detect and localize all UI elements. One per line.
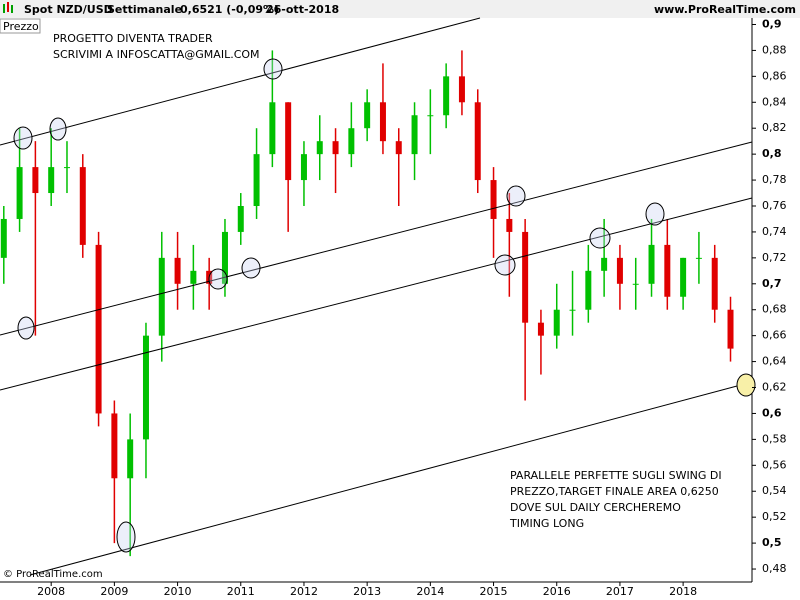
x-tick-label: 2017 bbox=[606, 585, 634, 598]
bar-body bbox=[727, 309, 734, 349]
bar-body bbox=[364, 102, 371, 129]
date: 26-ott-2018 bbox=[266, 3, 339, 16]
bar-body bbox=[474, 102, 481, 181]
annotation: SCRIVIMI A INFOSCATTA@GMAIL.COM bbox=[53, 48, 260, 61]
bar-body bbox=[174, 257, 181, 284]
bar-body bbox=[648, 244, 655, 284]
x-tick-label: 2016 bbox=[543, 585, 571, 598]
bar-body bbox=[427, 115, 434, 117]
price-bars bbox=[0, 50, 734, 557]
bar-body bbox=[95, 244, 102, 414]
period: Settimanale bbox=[107, 3, 182, 16]
y-tick-label: 0,74 bbox=[762, 225, 787, 238]
bar-body bbox=[190, 270, 197, 284]
x-tick-label: 2010 bbox=[164, 585, 192, 598]
y-tick-label: 0,7 bbox=[762, 277, 782, 290]
y-tick-label: 0,9 bbox=[762, 17, 782, 30]
trendlines bbox=[0, 17, 753, 576]
bar-body bbox=[443, 76, 450, 116]
y-tick-label: 0,62 bbox=[762, 381, 787, 394]
bar-body bbox=[379, 102, 386, 142]
y-tick-label: 0,54 bbox=[762, 484, 787, 497]
swing-circles bbox=[13, 58, 756, 553]
bar-body bbox=[111, 413, 118, 479]
bar-body bbox=[695, 257, 702, 259]
bar-body bbox=[664, 244, 671, 297]
y-tick-label: 0,76 bbox=[762, 199, 787, 212]
bar-body bbox=[458, 76, 465, 103]
header-bar bbox=[0, 0, 800, 18]
bar-body bbox=[79, 167, 86, 245]
bar-body bbox=[395, 141, 402, 155]
bar-body bbox=[537, 322, 544, 336]
bar-body bbox=[553, 309, 560, 336]
x-tick-label: 2015 bbox=[480, 585, 508, 598]
x-tick-label: 2011 bbox=[227, 585, 255, 598]
x-tick-label: 2014 bbox=[416, 585, 444, 598]
bar-body bbox=[316, 141, 323, 155]
symbol: Spot NZD/USD bbox=[24, 3, 113, 16]
y-tick-label: 0,52 bbox=[762, 510, 787, 523]
annotation: DOVE SUL DAILY CERCHEREMO bbox=[510, 501, 681, 514]
bar-body bbox=[269, 102, 276, 155]
bar-body bbox=[285, 102, 292, 181]
x-tick-label: 2018 bbox=[669, 585, 697, 598]
x-tick-label: 2008 bbox=[37, 585, 65, 598]
y-tick-label: 0,66 bbox=[762, 329, 787, 342]
bar-body bbox=[616, 257, 623, 284]
bar-body bbox=[300, 154, 307, 181]
annotation: PARALLELE PERFETTE SUGLI SWING DI bbox=[510, 469, 722, 482]
y-tick-label: 0,5 bbox=[762, 536, 782, 549]
bar-body bbox=[63, 167, 70, 169]
y-tick-label: 0,86 bbox=[762, 69, 787, 82]
y-tick-label: 0,48 bbox=[762, 562, 787, 575]
annotation: TIMING LONG bbox=[509, 517, 584, 530]
y-tick-label: 0,82 bbox=[762, 121, 787, 134]
bar-body bbox=[601, 257, 608, 271]
bar-body bbox=[158, 257, 165, 336]
y-tick-label: 0,58 bbox=[762, 432, 787, 445]
bar-body bbox=[569, 309, 576, 311]
x-tick-label: 2012 bbox=[290, 585, 318, 598]
ylabel: Prezzo bbox=[3, 20, 39, 33]
y-tick-label: 0,84 bbox=[762, 95, 787, 108]
y-tick-label: 0,72 bbox=[762, 251, 787, 264]
bar-body bbox=[16, 167, 23, 219]
bar-body bbox=[522, 231, 529, 323]
bar-body bbox=[48, 167, 55, 194]
ylabel-box bbox=[0, 18, 41, 34]
copyright: © ProRealTime.com bbox=[3, 569, 103, 580]
site: www.ProRealTime.com bbox=[654, 3, 796, 16]
icon bbox=[3, 2, 13, 13]
x-tick-label: 2013 bbox=[353, 585, 381, 598]
bar-body bbox=[711, 257, 718, 310]
bar-body bbox=[127, 439, 134, 479]
y-tick-label: 0,8 bbox=[762, 147, 782, 160]
bar-body bbox=[506, 218, 513, 232]
last-price: 0,6521 (-0,09%) bbox=[180, 3, 279, 16]
bar-body bbox=[680, 257, 687, 297]
y-tick-label: 0,88 bbox=[762, 43, 787, 56]
bar-body bbox=[32, 167, 39, 194]
bar-body bbox=[411, 115, 418, 155]
bar-body bbox=[142, 335, 149, 440]
y-tick-label: 0,68 bbox=[762, 303, 787, 316]
bar-body bbox=[237, 206, 244, 232]
bar-body bbox=[585, 270, 592, 310]
y-tick-label: 0,56 bbox=[762, 458, 787, 471]
bar-body bbox=[332, 141, 339, 155]
x-tick-label: 2009 bbox=[100, 585, 128, 598]
y-tick-label: 0,6 bbox=[762, 406, 782, 419]
y-tick-label: 0,64 bbox=[762, 355, 787, 368]
bar-body bbox=[253, 154, 260, 206]
annotation: PROGETTO DIVENTA TRADER bbox=[53, 32, 213, 45]
annotation: PREZZO,TARGET FINALE AREA 0,6250 bbox=[510, 485, 719, 498]
y-tick-label: 0,78 bbox=[762, 173, 787, 186]
bar-body bbox=[348, 128, 355, 155]
bar-body bbox=[490, 180, 497, 219]
bar-body bbox=[0, 218, 7, 258]
bar-body bbox=[221, 231, 228, 284]
bar-body bbox=[632, 283, 639, 285]
